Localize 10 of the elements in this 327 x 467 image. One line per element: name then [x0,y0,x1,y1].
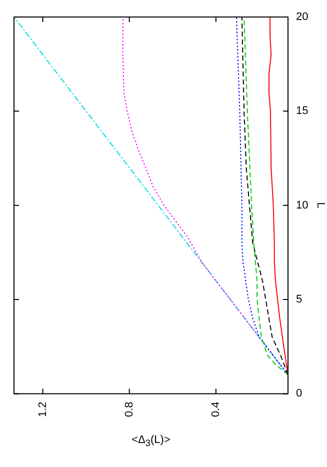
x-axis-title: <Δ$_{3}$(L)> [130,434,172,448]
y-tick-label: 10 [296,199,308,212]
y-tick-label: 5 [296,294,302,306]
x-tick-label: 0.4 [210,402,222,418]
y-tick-label: 0 [296,388,302,400]
y-tick-label: 20 [296,11,308,24]
y-tick-label: 15 [296,105,308,118]
x-tick-label: 1.2 [36,402,49,418]
x-tick-label: 0.8 [123,402,136,418]
y-axis-title: L [314,202,326,208]
